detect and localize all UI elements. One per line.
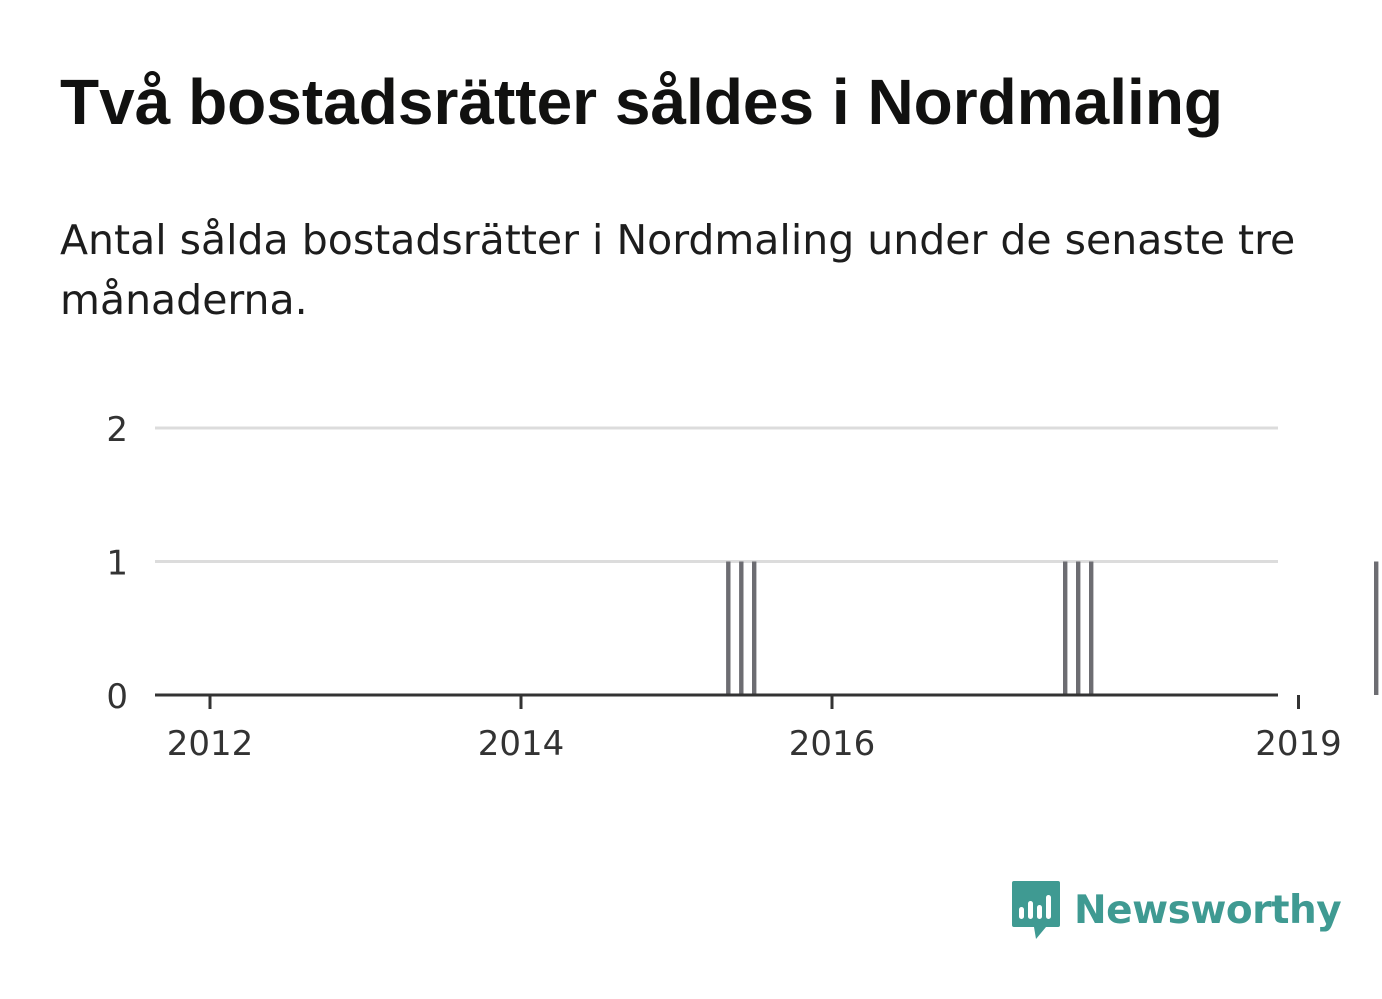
- x-tick-label: 2012: [167, 724, 254, 764]
- bar: [726, 561, 731, 695]
- grid-lines: [155, 426, 1278, 563]
- x-tick-label: 2019: [1255, 724, 1342, 764]
- bar-chart: 012 2012201420162019202120232025 2: [106, 410, 1379, 764]
- chart-subtitle: Antal sålda bostadsrätter i Nordmaling u…: [60, 216, 1296, 324]
- x-tick-label: 2016: [789, 724, 876, 764]
- newsworthy-logo-icon: [1012, 881, 1060, 939]
- chart-title: Två bostadsrätter såldes i Nordmaling: [60, 66, 1223, 138]
- bar: [739, 561, 744, 695]
- bars: [726, 561, 1379, 695]
- y-tick-label: 0: [106, 677, 128, 717]
- newsworthy-brand: Newsworthy: [1010, 878, 1342, 942]
- bar: [752, 561, 757, 695]
- y-tick-label: 1: [106, 544, 128, 584]
- brand-name: Newsworthy: [1074, 887, 1342, 933]
- bar: [1374, 561, 1379, 695]
- bar: [1076, 561, 1081, 695]
- bar: [1063, 561, 1068, 695]
- y-axis-ticks: 0 1 2: [106, 410, 128, 717]
- bar: [1089, 561, 1094, 695]
- x-axis-ticks: 2012201420162019202120232025: [167, 695, 1342, 764]
- y-tick-label: 2: [106, 410, 128, 450]
- x-tick-label: 2014: [478, 724, 565, 764]
